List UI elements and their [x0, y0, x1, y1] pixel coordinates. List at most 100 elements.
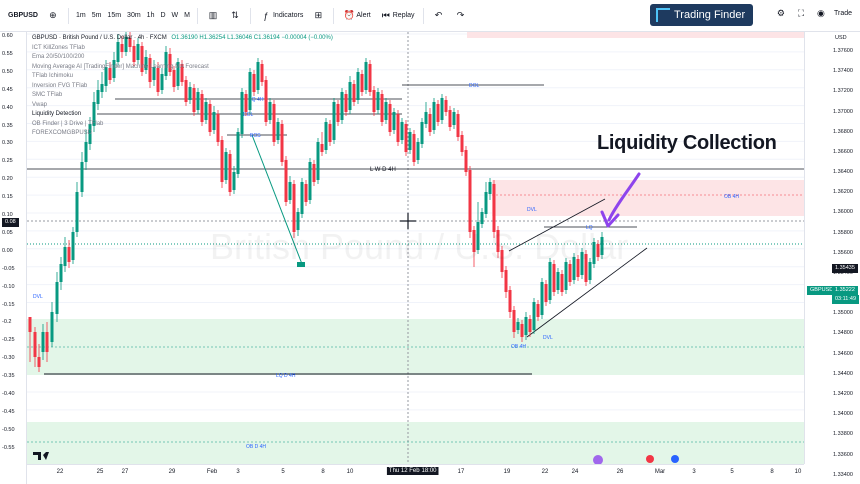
candle-body	[208, 104, 212, 132]
right-axis-tick: 1.37200	[833, 88, 853, 95]
interval-w[interactable]: W	[171, 12, 179, 19]
indicators-button[interactable]: ƒ Indicators	[255, 6, 307, 26]
lwd4h-label: L W D 4H	[370, 167, 396, 173]
interval-m[interactable]: M	[184, 12, 190, 19]
legend-main-row[interactable]: GBPUSD · British Pound / U.S. Dollar · 4…	[32, 34, 333, 44]
candle-body	[41, 332, 45, 352]
candle-body	[384, 102, 388, 120]
time-axis-tick: 3	[236, 469, 240, 475]
left-axis-tick: -0.50	[2, 426, 15, 433]
candle-body	[324, 122, 328, 150]
compare-button[interactable]: ⇅	[224, 6, 246, 26]
candle-body	[452, 112, 456, 125]
legend-indicator[interactable]: SMC TFlab	[32, 92, 63, 98]
left-price-axis[interactable]: 0.60 0.55 0.50 0.45 0.40 0.35 0.30 0.25 0.20 0.15…	[0, 32, 27, 484]
legend-indicator[interactable]: FOREXCOMGBPUSD	[32, 130, 93, 136]
time-axis[interactable]: 22 25 27 29 Feb 3 5 8 10 Thu 12 Feb '26 18:00 17 19 2…	[27, 464, 804, 484]
candle-body	[292, 184, 296, 232]
candle-body	[600, 237, 604, 255]
legend-indicator[interactable]: TFlab Ichimoku	[32, 73, 74, 79]
candle-body	[100, 84, 104, 92]
candle-body	[288, 182, 292, 200]
candle-body	[448, 110, 452, 127]
candle-body	[548, 262, 552, 300]
time-axis-tick: 24	[571, 469, 579, 475]
left-axis-tick: 0.20	[2, 176, 13, 183]
ob4h-green-label: OB 4H	[511, 344, 526, 350]
indicators-icon: ƒ	[263, 10, 269, 21]
candle-body	[59, 264, 63, 282]
legend-indicator[interactable]: Vwap	[32, 101, 48, 108]
left-axis-tick: -0.25	[2, 337, 15, 344]
candle-body	[220, 140, 224, 182]
candle-body	[516, 322, 520, 330]
settings-icon[interactable]: ⚙	[776, 7, 785, 18]
legend-indicator[interactable]: Liquidity Detection	[32, 111, 82, 117]
templates-button[interactable]: ⊞	[307, 6, 329, 26]
add-symbol-button[interactable]: ⊕	[42, 6, 64, 26]
candle-body	[96, 90, 100, 104]
indicators-label: Indicators	[272, 12, 304, 19]
redo-button[interactable]: ↷	[450, 6, 472, 26]
time-axis-tick: 22	[541, 469, 549, 475]
chart-pane[interactable]: DOL LQ 4H DOL BOS L W D 4H OB 4H LQ DVL OB 4H DVL…	[27, 32, 804, 464]
alert-button[interactable]: ⏰ Alert	[338, 6, 374, 26]
candle-body	[320, 144, 324, 152]
interval-5m[interactable]: 5m	[91, 12, 102, 19]
right-price-axis[interactable]: USD 1.37600 1.37400 1.37200 1.37000 1.36800 1…	[804, 32, 860, 478]
time-axis-tick: 17	[457, 469, 465, 475]
legend-indicator[interactable]: OB Finder | 3 Drive | TFlab	[32, 120, 104, 127]
left-axis-tick: 0.30	[2, 140, 13, 147]
candle-body	[460, 135, 464, 152]
chart-type-button[interactable]: ▥	[202, 6, 224, 26]
time-axis-tick: 3	[692, 469, 696, 475]
legend-indicator[interactable]: Ema 20/50/100/200	[32, 54, 85, 60]
candle-body	[376, 92, 380, 110]
replay-button[interactable]: ⏮ Replay	[375, 6, 419, 26]
bos-marker	[297, 262, 305, 267]
interval-1h[interactable]: 1h	[146, 12, 155, 19]
brand-logo: Trading Finder	[650, 4, 754, 26]
lq-right-label: LQ	[586, 225, 593, 231]
left-axis-tick: 0.35	[2, 122, 13, 129]
right-axis-tick: 1.35800	[833, 229, 853, 236]
trade-button[interactable]: Trade	[833, 9, 852, 17]
legend-indicator[interactable]: Moving Average AI [TradingFinder] Machin…	[32, 63, 209, 70]
channel-top-line	[508, 198, 606, 252]
candle-body	[564, 262, 568, 290]
candle-body	[168, 54, 172, 72]
symbol-search-button[interactable]: GBPUSD	[0, 6, 42, 26]
left-axis-tick: 0.40	[2, 104, 13, 111]
left-axis-tick: -0.40	[2, 391, 15, 397]
candle-body	[248, 72, 252, 110]
undo-button[interactable]: ↶	[428, 6, 450, 26]
interval-group: 1m 5m 15m 30m 1h D W M	[73, 6, 193, 26]
candle-body	[560, 274, 564, 292]
candle-body	[336, 104, 340, 122]
left-axis-tick: 0.50	[2, 68, 13, 75]
candle-body	[512, 310, 516, 332]
legend-symbol: GBPUSD · British Pound / U.S. Dollar · 4…	[32, 35, 167, 41]
interval-1m[interactable]: 1m	[75, 12, 86, 19]
interval-30m[interactable]: 30m	[127, 12, 141, 19]
legend-indicator[interactable]: ICT KillZones TFlab	[32, 44, 85, 51]
candle-body	[532, 302, 536, 330]
candle-body	[476, 222, 480, 250]
candle-body	[45, 332, 49, 352]
candle-body	[252, 74, 256, 92]
candle-body	[480, 212, 484, 224]
camera-icon[interactable]: ◉	[817, 7, 825, 18]
obd4h-label: OB D 4H	[246, 444, 266, 450]
candle-body	[472, 230, 476, 252]
dol-top-label: DOL	[469, 83, 480, 89]
candle-body	[344, 94, 348, 112]
fullscreen-icon[interactable]: ⛶	[797, 7, 805, 18]
candle-body	[33, 332, 37, 357]
interval-d[interactable]: D	[160, 12, 166, 19]
alert-label: Alert	[356, 12, 371, 19]
interval-15m[interactable]: 15m	[107, 12, 122, 19]
candle-body	[596, 244, 600, 257]
candle-body	[200, 94, 204, 122]
legend-indicator[interactable]: Inversion FVG TFlab	[32, 82, 88, 89]
currency-label: USD	[835, 35, 847, 41]
